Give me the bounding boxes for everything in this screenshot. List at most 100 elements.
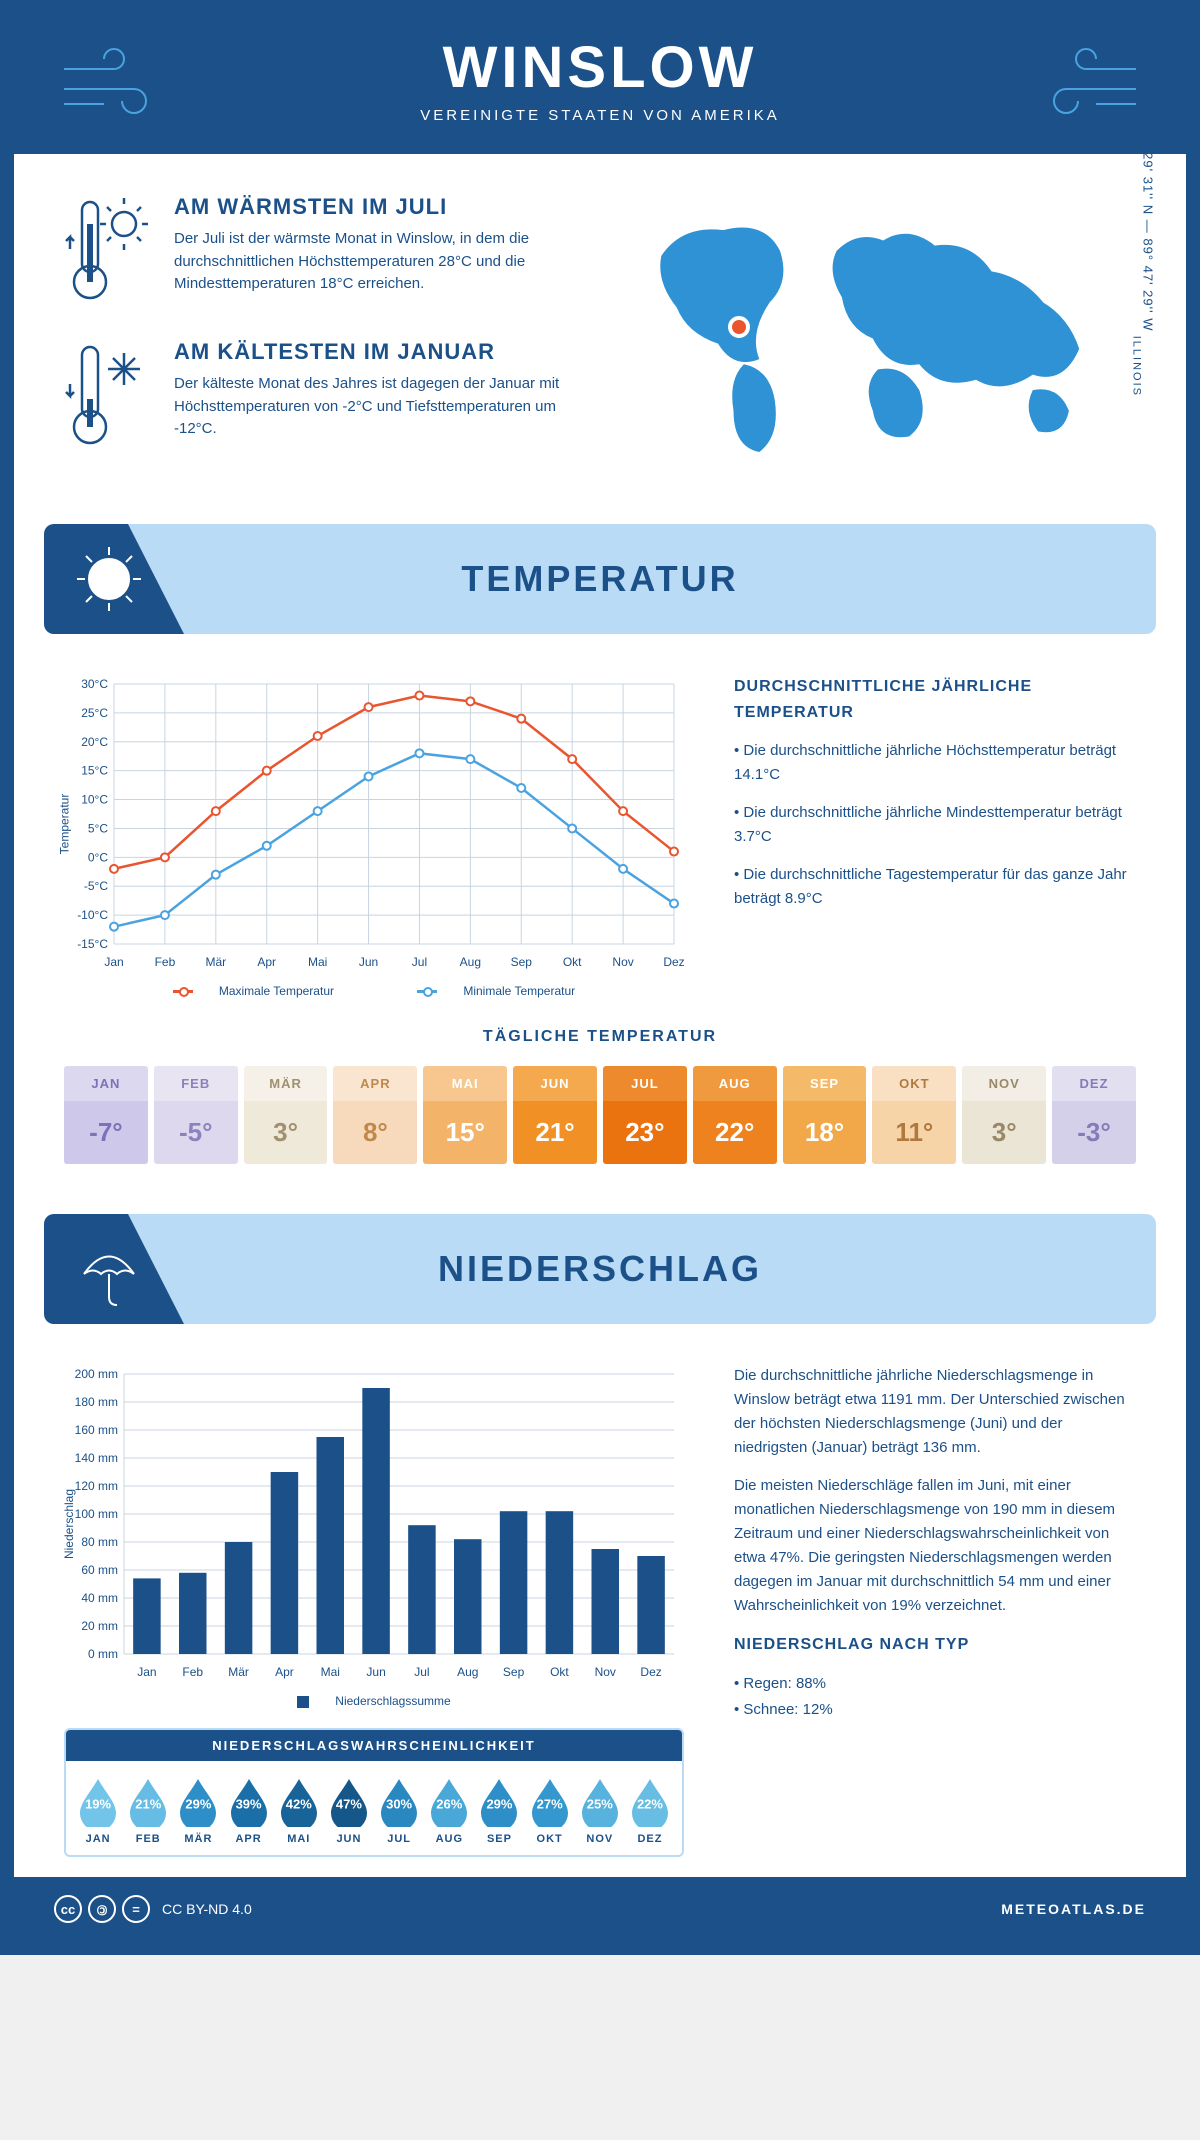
svg-text:160 mm: 160 mm <box>75 1423 118 1437</box>
coldest-fact: AM KÄLTESTEN IM JANUAR Der kälteste Mona… <box>64 339 580 454</box>
footer: cc 🄯 = CC BY-ND 4.0 METEOATLAS.DE <box>14 1877 1186 1941</box>
precip-type-bullet: • Regen: 88% <box>734 1672 1136 1696</box>
svg-text:Mai: Mai <box>321 1665 340 1679</box>
svg-text:Apr: Apr <box>257 955 276 969</box>
header-banner: WINSLOW VEREINIGTE STAATEN VON AMERIKA <box>14 14 1186 154</box>
precip-prob-cell: 47% JUN <box>325 1775 373 1845</box>
svg-text:40 mm: 40 mm <box>81 1591 118 1605</box>
raindrop-icon: 42% <box>277 1775 321 1827</box>
daily-temperature-strip: TÄGLICHE TEMPERATUR JAN -7° FEB -5° MÄR … <box>14 1018 1186 1204</box>
temp-summary-title: DURCHSCHNITTLICHE JÄHRLICHE TEMPERATUR <box>734 674 1136 725</box>
precip-prob-cell: 30% JUL <box>375 1775 423 1845</box>
svg-text:Feb: Feb <box>155 955 176 969</box>
nd-icon: = <box>122 1895 150 1923</box>
temperature-line-chart: -15°C-10°C-5°C0°C5°C10°C15°C20°C25°C30°C… <box>64 674 684 974</box>
svg-text:20°C: 20°C <box>81 735 108 749</box>
temperature-content: Temperatur -15°C-10°C-5°C0°C5°C10°C15°C2… <box>14 634 1186 1018</box>
daily-temp-cell: NOV 3° <box>962 1066 1046 1164</box>
daily-temp-title: TÄGLICHE TEMPERATUR <box>64 1028 1136 1046</box>
raindrop-icon: 39% <box>227 1775 271 1827</box>
warmest-fact: AM WÄRMSTEN IM JULI Der Juli ist der wär… <box>64 194 580 309</box>
location-marker <box>728 316 750 338</box>
precip-prob-cell: 29% SEP <box>475 1775 523 1845</box>
precipitation-heading: NIEDERSCHLAG <box>438 1248 762 1290</box>
svg-text:Jan: Jan <box>137 1665 156 1679</box>
svg-text:Aug: Aug <box>460 955 481 969</box>
precipitation-content: Niederschlag 0 mm20 mm40 mm60 mm80 mm100… <box>14 1324 1186 1877</box>
raindrop-icon: 19% <box>76 1775 120 1827</box>
svg-text:Dez: Dez <box>663 955 684 969</box>
svg-text:Jun: Jun <box>359 955 378 969</box>
daily-temp-cell: OKT 11° <box>872 1066 956 1164</box>
svg-text:Mär: Mär <box>228 1665 249 1679</box>
svg-text:Apr: Apr <box>275 1665 294 1679</box>
raindrop-icon: 27% <box>528 1775 572 1827</box>
raindrop-icon: 25% <box>578 1775 622 1827</box>
precip-paragraph: Die meisten Niederschläge fallen im Juni… <box>734 1474 1136 1618</box>
daily-temp-cell: AUG 22° <box>693 1066 777 1164</box>
daily-temp-cell: JAN -7° <box>64 1066 148 1164</box>
precip-paragraph: Die durchschnittliche jährliche Niedersc… <box>734 1364 1136 1460</box>
wind-icon <box>1026 44 1146 124</box>
svg-text:Sep: Sep <box>511 955 533 969</box>
umbrella-icon <box>44 1214 184 1324</box>
svg-text:Jul: Jul <box>414 1665 429 1679</box>
svg-text:20 mm: 20 mm <box>81 1619 118 1633</box>
precip-legend: Niederschlagssumme <box>64 1694 684 1708</box>
svg-text:30°C: 30°C <box>81 677 108 691</box>
precip-prob-cell: 27% OKT <box>526 1775 574 1845</box>
site-name: METEOATLAS.DE <box>1001 1901 1146 1917</box>
svg-text:-10°C: -10°C <box>77 908 108 922</box>
coordinates-label: 42° 29' 31'' N — 89° 47' 29'' W <box>1141 125 1156 332</box>
svg-text:Jul: Jul <box>412 955 427 969</box>
raindrop-icon: 47% <box>327 1775 371 1827</box>
svg-text:Dez: Dez <box>640 1665 661 1679</box>
infographic-page: WINSLOW VEREINIGTE STAATEN VON AMERIKA <box>0 0 1200 1955</box>
by-icon: 🄯 <box>88 1895 116 1923</box>
raindrop-icon: 30% <box>377 1775 421 1827</box>
precipitation-bar-chart: 0 mm20 mm40 mm60 mm80 mm100 mm120 mm140 … <box>64 1364 684 1684</box>
precip-type-bullet: • Schnee: 12% <box>734 1698 1136 1722</box>
svg-text:Jun: Jun <box>366 1665 385 1679</box>
svg-text:Feb: Feb <box>182 1665 203 1679</box>
svg-text:Nov: Nov <box>612 955 633 969</box>
precip-prob-cell: 22% DEZ <box>626 1775 674 1845</box>
thermometer-hot-icon <box>64 194 154 309</box>
coldest-body: Der kälteste Monat des Jahres ist dagege… <box>174 373 580 441</box>
raindrop-icon: 29% <box>477 1775 521 1827</box>
svg-text:0 mm: 0 mm <box>88 1647 118 1661</box>
temperature-section-header: TEMPERATUR <box>44 524 1156 634</box>
svg-text:100 mm: 100 mm <box>75 1507 118 1521</box>
svg-text:-15°C: -15°C <box>77 937 108 951</box>
precip-type-title: NIEDERSCHLAG NACH TYP <box>734 1632 1136 1658</box>
precipitation-probability-panel: NIEDERSCHLAGSWAHRSCHEINLICHKEIT 19% JAN … <box>64 1728 684 1857</box>
precip-prob-cell: 21% FEB <box>124 1775 172 1845</box>
raindrop-icon: 26% <box>427 1775 471 1827</box>
precip-prob-title: NIEDERSCHLAGSWAHRSCHEINLICHKEIT <box>66 1730 682 1761</box>
temp-bullet: • Die durchschnittliche Tagestemperatur … <box>734 863 1136 911</box>
precip-prob-cell: 26% AUG <box>425 1775 473 1845</box>
svg-text:25°C: 25°C <box>81 706 108 720</box>
svg-text:10°C: 10°C <box>81 793 108 807</box>
warmest-title: AM WÄRMSTEN IM JULI <box>174 194 580 220</box>
svg-text:15°C: 15°C <box>81 764 108 778</box>
thermometer-cold-icon <box>64 339 154 454</box>
world-map <box>620 194 1136 467</box>
daily-temp-cell: JUN 21° <box>513 1066 597 1164</box>
svg-text:Nov: Nov <box>595 1665 616 1679</box>
svg-text:80 mm: 80 mm <box>81 1535 118 1549</box>
svg-text:180 mm: 180 mm <box>75 1395 118 1409</box>
cc-icon: cc <box>54 1895 82 1923</box>
daily-temp-cell: MÄR 3° <box>244 1066 328 1164</box>
daily-temp-cell: DEZ -3° <box>1052 1066 1136 1164</box>
precip-prob-cell: 19% JAN <box>74 1775 122 1845</box>
svg-text:0°C: 0°C <box>88 850 108 864</box>
svg-text:Mär: Mär <box>205 955 226 969</box>
precip-prob-cell: 25% NOV <box>576 1775 624 1845</box>
raindrop-icon: 21% <box>126 1775 170 1827</box>
svg-text:Sep: Sep <box>503 1665 525 1679</box>
daily-temp-cell: SEP 18° <box>783 1066 867 1164</box>
svg-text:Okt: Okt <box>563 955 582 969</box>
svg-text:140 mm: 140 mm <box>75 1451 118 1465</box>
svg-text:5°C: 5°C <box>88 821 108 835</box>
